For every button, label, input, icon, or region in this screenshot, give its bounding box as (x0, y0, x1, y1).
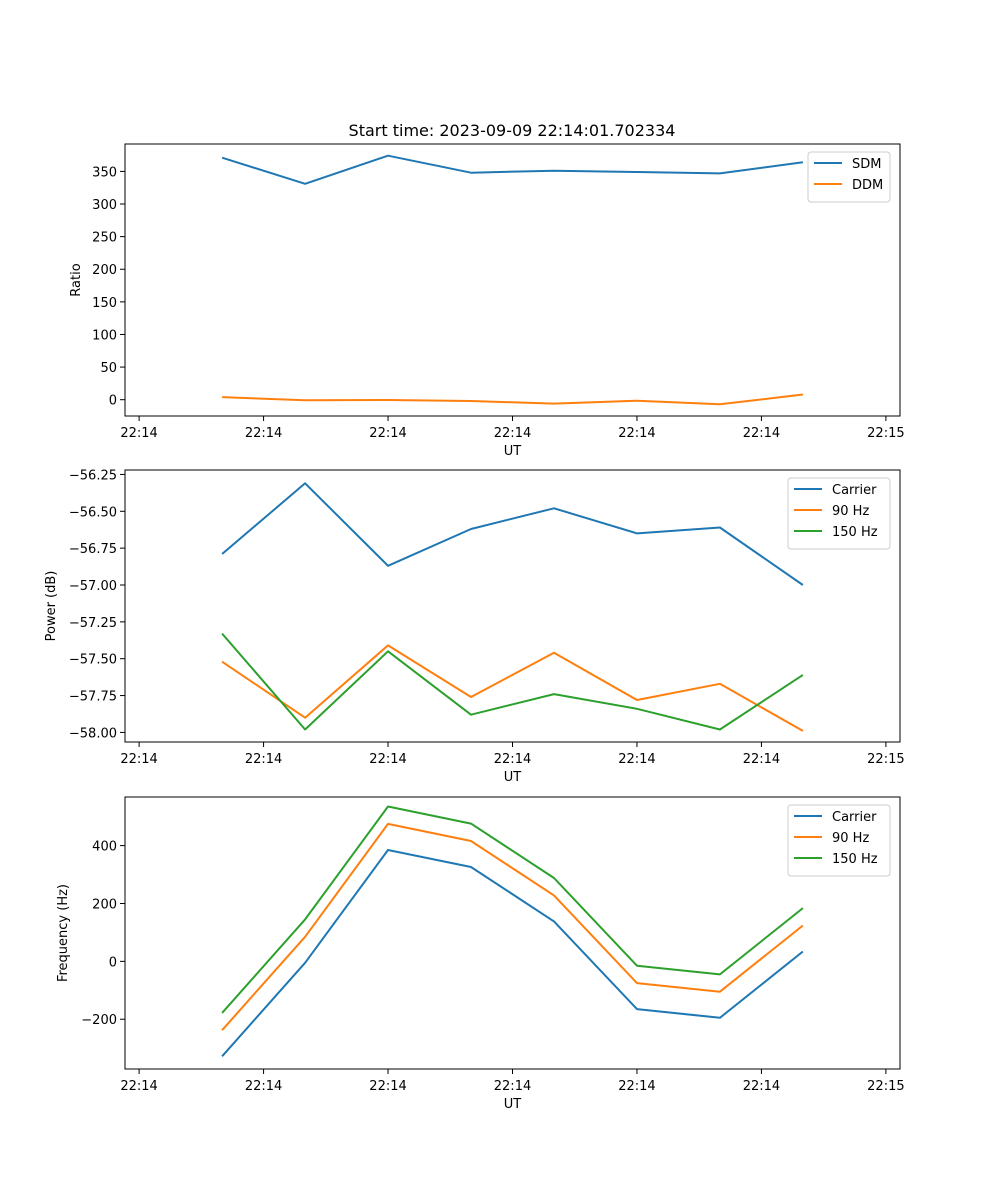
ratio-y-tick-label: 0 (109, 394, 117, 409)
power-x-axis-label: UT (504, 770, 522, 785)
power-x-tick-label: 22:14 (245, 752, 282, 767)
frequency-y-tick-label: 200 (92, 897, 117, 912)
power-legend-label-carrier: Carrier (832, 483, 877, 498)
frequency-x-tick-label: 22:14 (618, 1079, 655, 1094)
power-x-tick-label: 22:14 (494, 752, 531, 767)
ratio-series-sdm-line (221, 154, 804, 185)
power-series-carrier-line (221, 482, 804, 586)
power-y-tick-label: −57.50 (69, 653, 117, 668)
ratio-y-tick-label: 250 (92, 231, 117, 246)
power-y-tick-label: −56.25 (69, 468, 117, 483)
power-y-tick-label: −58.00 (69, 726, 117, 741)
ratio-x-tick-label: 22:15 (867, 426, 904, 441)
power-legend: Carrier 90 Hz 150 Hz (787, 477, 891, 550)
power-y-axis-label: Power (dB) (44, 571, 59, 642)
frequency-series-carrier-line (221, 849, 804, 1057)
power-x-tick-label: 22:14 (120, 752, 157, 767)
frequency-y-tick-label: 0 (109, 955, 117, 970)
power-y-tick-label: −56.75 (69, 542, 117, 557)
power-legend-label-150-hz: 150 Hz (832, 525, 878, 540)
power-series-90-hz-line (221, 644, 804, 732)
ratio-y-tick-label: 350 (92, 165, 117, 180)
power-y-tick-label: −56.50 (69, 505, 117, 520)
ratio-y-tick-label: 200 (92, 263, 117, 278)
power-x-tick-label: 22:14 (369, 752, 406, 767)
ratio-x-tick-label: 22:14 (120, 426, 157, 441)
frequency-y-axis-label: Frequency (Hz) (56, 884, 71, 982)
figure-title: Start time: 2023-09-09 22:14:01.702334 (349, 121, 676, 140)
power-legend-label-90-hz: 90 Hz (832, 504, 869, 519)
frequency-x-tick-label: 22:14 (743, 1079, 780, 1094)
ratio-x-tick-label: 22:14 (245, 426, 282, 441)
ratio-legend-label-sdm: SDM (852, 157, 881, 172)
ratio-x-tick-label: 22:14 (618, 426, 655, 441)
power-panel: 22:14 22:14 22:14 22:14 22:14 22:14 22:15 −58.0… (44, 468, 905, 785)
ratio-legend: SDM DDM (807, 151, 891, 203)
frequency-legend-label-carrier: Carrier (832, 810, 877, 825)
ratio-x-tick-label: 22:14 (743, 426, 780, 441)
ratio-legend-label-ddm: DDM (852, 178, 883, 193)
frequency-x-tick-label: 22:15 (867, 1079, 904, 1094)
frequency-series-90-hz-line (221, 822, 804, 1031)
frequency-x-tick-label: 22:14 (494, 1079, 531, 1094)
ratio-x-tick-label: 22:14 (369, 426, 406, 441)
frequency-panel: 22:14 22:14 22:14 22:14 22:14 22:14 22:15 −200 0… (56, 796, 905, 1112)
power-y-tick-label: −57.25 (69, 616, 117, 631)
frequency-x-axis-label: UT (504, 1097, 522, 1112)
ratio-panel: 22:14 22:14 22:14 22:14 22:14 22:14 22:15 0 50 10… (69, 143, 905, 459)
ratio-series-ddm-line (222, 393, 804, 406)
frequency-legend-label-90-hz: 90 Hz (832, 831, 869, 846)
ratio-y-tick-label: 300 (92, 198, 117, 213)
frequency-y-tick-label: 400 (92, 840, 117, 855)
ratio-legend-box (807, 151, 891, 203)
frequency-legend: Carrier 90 Hz 150 Hz (787, 804, 891, 877)
power-y-tick-label: −57.75 (69, 690, 117, 705)
frequency-y-tick-label: −200 (81, 1013, 117, 1028)
power-x-tick-label: 22:15 (867, 752, 904, 767)
power-series-150-hz-line (221, 632, 804, 731)
ratio-y-tick-label: 150 (92, 296, 117, 311)
power-x-tick-label: 22:14 (618, 752, 655, 767)
frequency-series-150-hz-line (221, 805, 804, 1014)
ratio-y-axis-label: Ratio (69, 263, 84, 296)
frequency-legend-label-150-hz: 150 Hz (832, 852, 878, 867)
frequency-x-tick-label: 22:14 (369, 1079, 406, 1094)
frequency-x-tick-label: 22:14 (120, 1079, 157, 1094)
ratio-y-tick-label: 50 (100, 361, 117, 376)
ratio-x-axis-label: UT (504, 444, 522, 459)
ratio-x-tick-label: 22:14 (494, 426, 531, 441)
frequency-x-tick-label: 22:14 (245, 1079, 282, 1094)
power-x-tick-label: 22:14 (743, 752, 780, 767)
power-y-tick-label: −57.00 (69, 579, 117, 594)
ratio-y-tick-label: 100 (92, 328, 117, 343)
